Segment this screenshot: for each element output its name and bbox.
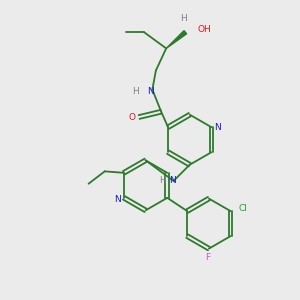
Polygon shape [166, 31, 187, 48]
Text: OH: OH [198, 25, 212, 34]
Text: H: H [181, 14, 187, 23]
Text: N: N [114, 195, 121, 204]
Text: N: N [214, 123, 221, 132]
Text: H: H [132, 87, 139, 96]
Text: H: H [159, 176, 166, 185]
Text: N: N [169, 176, 176, 185]
Text: Cl: Cl [239, 204, 248, 213]
Text: N: N [148, 87, 154, 96]
Text: O: O [128, 112, 135, 122]
Text: F: F [205, 253, 210, 262]
